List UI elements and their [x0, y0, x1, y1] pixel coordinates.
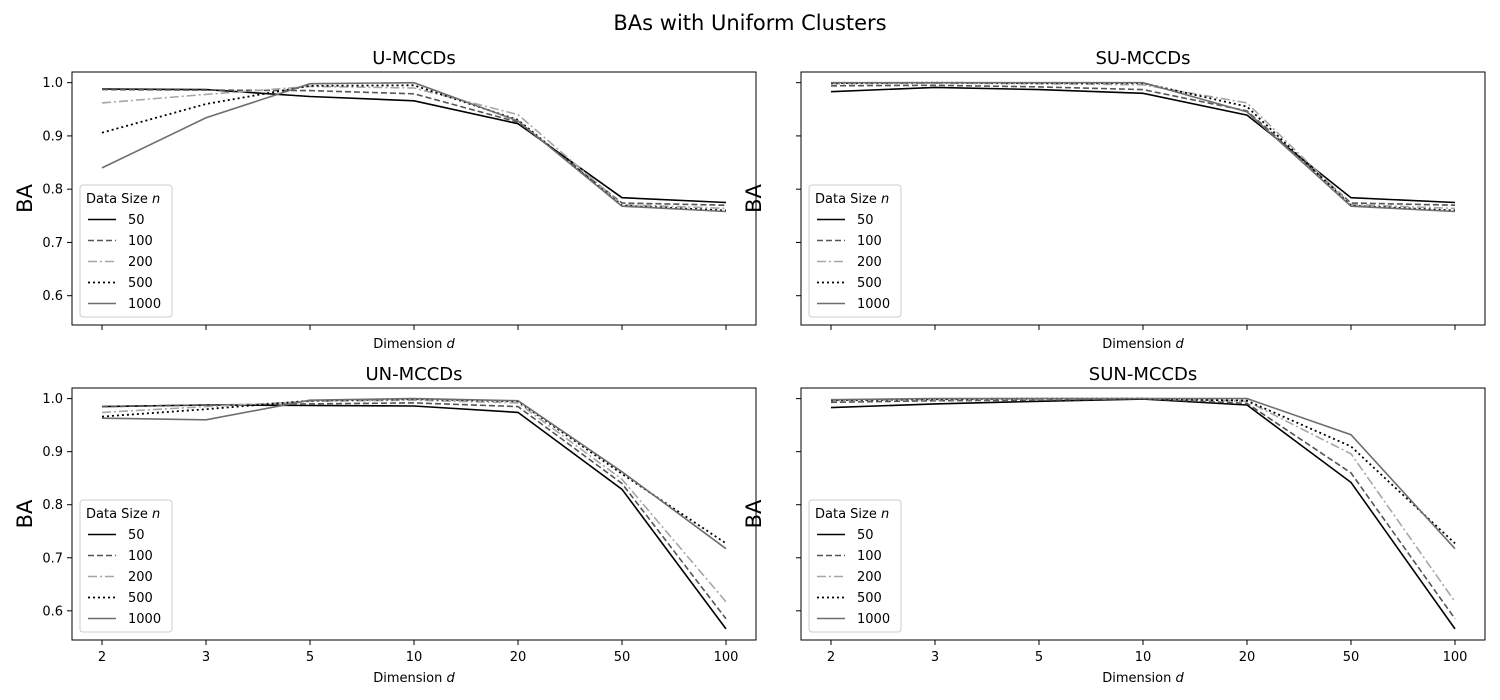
series-line-500 [830, 81, 1456, 212]
legend-label: 500 [128, 591, 153, 606]
legend-label: 1000 [857, 297, 890, 312]
y-tick-label: 0.7 [42, 236, 63, 251]
legend-label: 500 [857, 591, 882, 606]
series-line-50 [101, 404, 727, 630]
legend: Data Size n 50 100 200 500 1000 [79, 184, 173, 318]
legend-label: 100 [857, 234, 882, 249]
x-tick-label: 2 [827, 650, 835, 665]
panel-4: SUN-MCCDs 2 3 5 10 20 50 100 Dimension d BA Data S… [742, 364, 1486, 686]
y-tick-label: 0.9 [42, 445, 63, 460]
y-tick-label: 1.0 [42, 392, 63, 407]
y-tick-label: 0.6 [42, 604, 63, 619]
legend-label: 100 [857, 549, 882, 564]
series-line-50 [830, 398, 1456, 630]
series-line-1000 [101, 397, 727, 550]
legend-label: 500 [857, 276, 882, 291]
series-line-200 [830, 397, 1456, 603]
y-axis-label: BA [742, 183, 766, 212]
legend-title: Data Size n [86, 507, 160, 522]
panels: U-MCCDs 0.6 0.7 0.8 0.9 1.0 Dimension d BA Data … [13, 48, 1486, 686]
panel-1: U-MCCDs 0.6 0.7 0.8 0.9 1.0 Dimension d BA Data … [13, 48, 757, 352]
y-tick-label: 0.7 [42, 551, 63, 566]
x-tick-label: 10 [406, 650, 423, 665]
legend-label: 50 [857, 213, 874, 228]
legend-label: 1000 [128, 612, 161, 627]
x-tick-label: 20 [1239, 650, 1256, 665]
y-tick-label: 1.0 [42, 76, 63, 91]
x-tick-label: 5 [1035, 650, 1043, 665]
legend-label: 100 [128, 549, 153, 564]
legend-box [79, 184, 173, 318]
legend-box [808, 184, 902, 318]
x-tick-label: 20 [510, 650, 527, 665]
legend-label: 50 [128, 528, 145, 543]
legend-label: 500 [128, 276, 153, 291]
panel-title: U-MCCDs [372, 48, 456, 69]
legend-label: 200 [857, 255, 882, 270]
legend: Data Size n 50 100 200 500 1000 [79, 499, 173, 633]
series-line-200 [101, 399, 727, 603]
series-line-1000 [101, 81, 727, 213]
x-tick-label: 100 [1443, 650, 1468, 665]
y-tick-label: 0.8 [42, 183, 63, 198]
series-line-1000 [831, 81, 1456, 213]
series-line-100 [830, 84, 1456, 206]
y-tick-label: 0.9 [42, 129, 63, 144]
y-tick-label: 0.6 [42, 289, 63, 304]
x-tick-label: 3 [202, 650, 210, 665]
legend-title: Data Size n [86, 192, 160, 207]
x-axis-label: Dimension d [373, 671, 455, 686]
plot-frame [800, 71, 1486, 326]
legend: Data Size n 50 100 200 500 1000 [808, 499, 902, 633]
panel-title: SUN-MCCDs [1089, 364, 1197, 385]
legend: Data Size n 50 100 200 500 1000 [808, 184, 902, 318]
x-tick-label: 50 [1343, 650, 1360, 665]
x-axis-label: Dimension d [373, 337, 455, 352]
legend-label: 50 [857, 528, 874, 543]
legend-label: 50 [128, 213, 145, 228]
x-tick-label: 5 [306, 650, 314, 665]
x-axis-label: Dimension d [1102, 671, 1184, 686]
legend-label: 200 [128, 255, 153, 270]
series-line-500 [830, 397, 1456, 545]
panel-2: SU-MCCDs Dimension d BA Data Size n 50 100 200… [742, 48, 1486, 352]
x-tick-label: 10 [1135, 650, 1152, 665]
plot-frame [71, 71, 757, 326]
series-line-500 [101, 398, 727, 545]
legend-label: 200 [857, 570, 882, 585]
panel-title: UN-MCCDs [365, 364, 462, 385]
series-line-100 [830, 397, 1456, 620]
series-line-100 [101, 402, 727, 620]
legend-label: 1000 [857, 612, 890, 627]
x-tick-label: 2 [98, 650, 106, 665]
panel-3: UN-MCCDs 2 3 5 10 20 50 100 0.6 0.7 0.8 0.9 1.0 Dimen… [13, 364, 757, 686]
legend-label: 200 [128, 570, 153, 585]
series-line-200 [830, 82, 1456, 210]
legend-label: 1000 [128, 297, 161, 312]
x-tick-label: 50 [614, 650, 631, 665]
series-line-200 [101, 85, 727, 210]
legend-label: 100 [128, 234, 153, 249]
series-line-100 [101, 88, 727, 206]
x-tick-label: 3 [931, 650, 939, 665]
series-line-50 [830, 86, 1456, 204]
y-axis-label: BA [742, 499, 766, 528]
series-line-50 [101, 88, 727, 204]
series-line-500 [101, 84, 727, 212]
y-axis-label: BA [13, 499, 37, 528]
legend-title: Data Size n [815, 507, 889, 522]
plot-frame [800, 387, 1486, 641]
plot-frame [71, 387, 757, 641]
panel-title: SU-MCCDs [1095, 48, 1190, 69]
x-tick-label: 100 [714, 650, 739, 665]
legend-box [808, 499, 902, 633]
series-line-1000 [830, 397, 1456, 550]
figure-title: BAs with Uniform Clusters [613, 11, 886, 35]
y-axis-label: BA [13, 183, 37, 212]
legend-title: Data Size n [815, 192, 889, 207]
y-tick-label: 0.8 [42, 498, 63, 513]
x-axis-label: Dimension d [1102, 337, 1184, 352]
legend-box [79, 499, 173, 633]
